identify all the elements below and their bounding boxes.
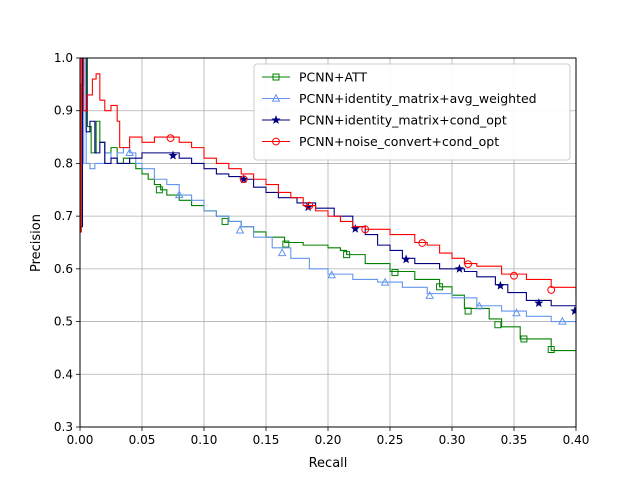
- x-tick-label: 0.20: [315, 433, 342, 447]
- series-marker: [155, 186, 163, 194]
- x-tick-label: 0.10: [191, 433, 218, 447]
- series-marker: [125, 148, 134, 156]
- series-marker: [343, 251, 351, 259]
- series-marker: [570, 306, 576, 315]
- legend-marker: [271, 93, 281, 102]
- x-tick-label: 0.00: [67, 433, 94, 447]
- series-marker: [534, 298, 544, 308]
- y-axis-label: Precision: [29, 214, 44, 272]
- series-marker: [305, 201, 314, 210]
- series-marker: [436, 283, 444, 291]
- series-marker: [350, 223, 360, 233]
- series-marker: [558, 316, 567, 325]
- x-tick-label: 0.40: [563, 433, 590, 447]
- series-marker: [327, 270, 337, 279]
- legend-label: PCNN+identity_matrix+cond_opt: [299, 113, 507, 128]
- x-axis-ticks: 0.00 0.05 0.10 0.15 0.20 0.25 0.30 0.35 0.40: [67, 427, 590, 447]
- legend-marker: [272, 137, 280, 146]
- series-marker: [380, 277, 390, 286]
- legend: PCNN+ATT PCNN+identity_matrix+avg_weighte…: [253, 63, 571, 161]
- x-tick-label: 0.25: [377, 433, 404, 447]
- series-line: [80, 58, 576, 296]
- legend-marker: [272, 73, 280, 81]
- series-marker: [168, 150, 178, 160]
- series-marker: [464, 307, 472, 315]
- series-marker: [303, 202, 313, 212]
- series-marker: [235, 225, 245, 234]
- plot-area: [80, 58, 576, 359]
- legend-label: PCNN+noise_convert+cond_opt: [299, 134, 499, 149]
- y-tick-label: 1.0: [54, 51, 73, 65]
- y-tick-label: 0.7: [54, 209, 73, 223]
- y-tick-label: 0.4: [54, 367, 73, 381]
- series-marker: [174, 190, 184, 199]
- series-marker: [512, 308, 521, 317]
- series-marker: [495, 280, 505, 290]
- series-line: [80, 58, 576, 312]
- y-tick-label: 0.8: [54, 156, 73, 170]
- series-marker: [494, 321, 502, 329]
- series-marker: [277, 248, 287, 257]
- series-marker: [239, 175, 248, 184]
- series-marker: [166, 134, 175, 143]
- series-marker: [401, 254, 411, 264]
- legend-item: PCNN+noise_convert+cond_opt: [262, 134, 499, 149]
- series-marker: [474, 301, 484, 310]
- legend-item: PCNN+ATT: [262, 70, 367, 85]
- y-tick-label: 0.3: [54, 420, 73, 434]
- series-marker: [425, 290, 435, 299]
- series-marker: [510, 271, 518, 280]
- x-tick-label: 0.05: [129, 433, 156, 447]
- legend-marker: [271, 115, 281, 124]
- y-tick-label: 0.5: [54, 315, 73, 329]
- series-marker: [520, 335, 528, 343]
- legend-label: PCNN+identity_matrix+avg_weighted: [299, 91, 537, 106]
- series-1: [80, 58, 576, 326]
- series-3: [80, 58, 576, 296]
- y-axis-ticks: 0.3 0.4 0.5 0.6 0.7 0.8 0.9 1.0: [54, 51, 80, 434]
- legend-label: PCNN+ATT: [299, 70, 367, 85]
- series-marker: [547, 286, 556, 294]
- legend-item: PCNN+identity_matrix+avg_weighted: [262, 91, 537, 106]
- y-tick-label: 0.9: [54, 104, 73, 118]
- x-axis-label: Recall: [309, 456, 348, 471]
- y-tick-label: 0.6: [54, 262, 73, 276]
- series-marker: [391, 269, 399, 277]
- series-marker: [464, 260, 473, 269]
- x-tick-label: 0.30: [439, 433, 466, 447]
- series-marker: [361, 225, 370, 234]
- x-tick-label: 0.35: [501, 433, 528, 447]
- series-marker: [418, 239, 427, 247]
- x-tick-label: 0.15: [253, 433, 280, 447]
- series-marker: [547, 346, 555, 354]
- legend-box: [253, 63, 571, 161]
- series-marker: [282, 240, 290, 248]
- series-line: [80, 58, 576, 326]
- legend-item: PCNN+identity_matrix+cond_opt: [262, 113, 507, 128]
- series-marker: [221, 217, 229, 225]
- series-marker: [454, 264, 465, 273]
